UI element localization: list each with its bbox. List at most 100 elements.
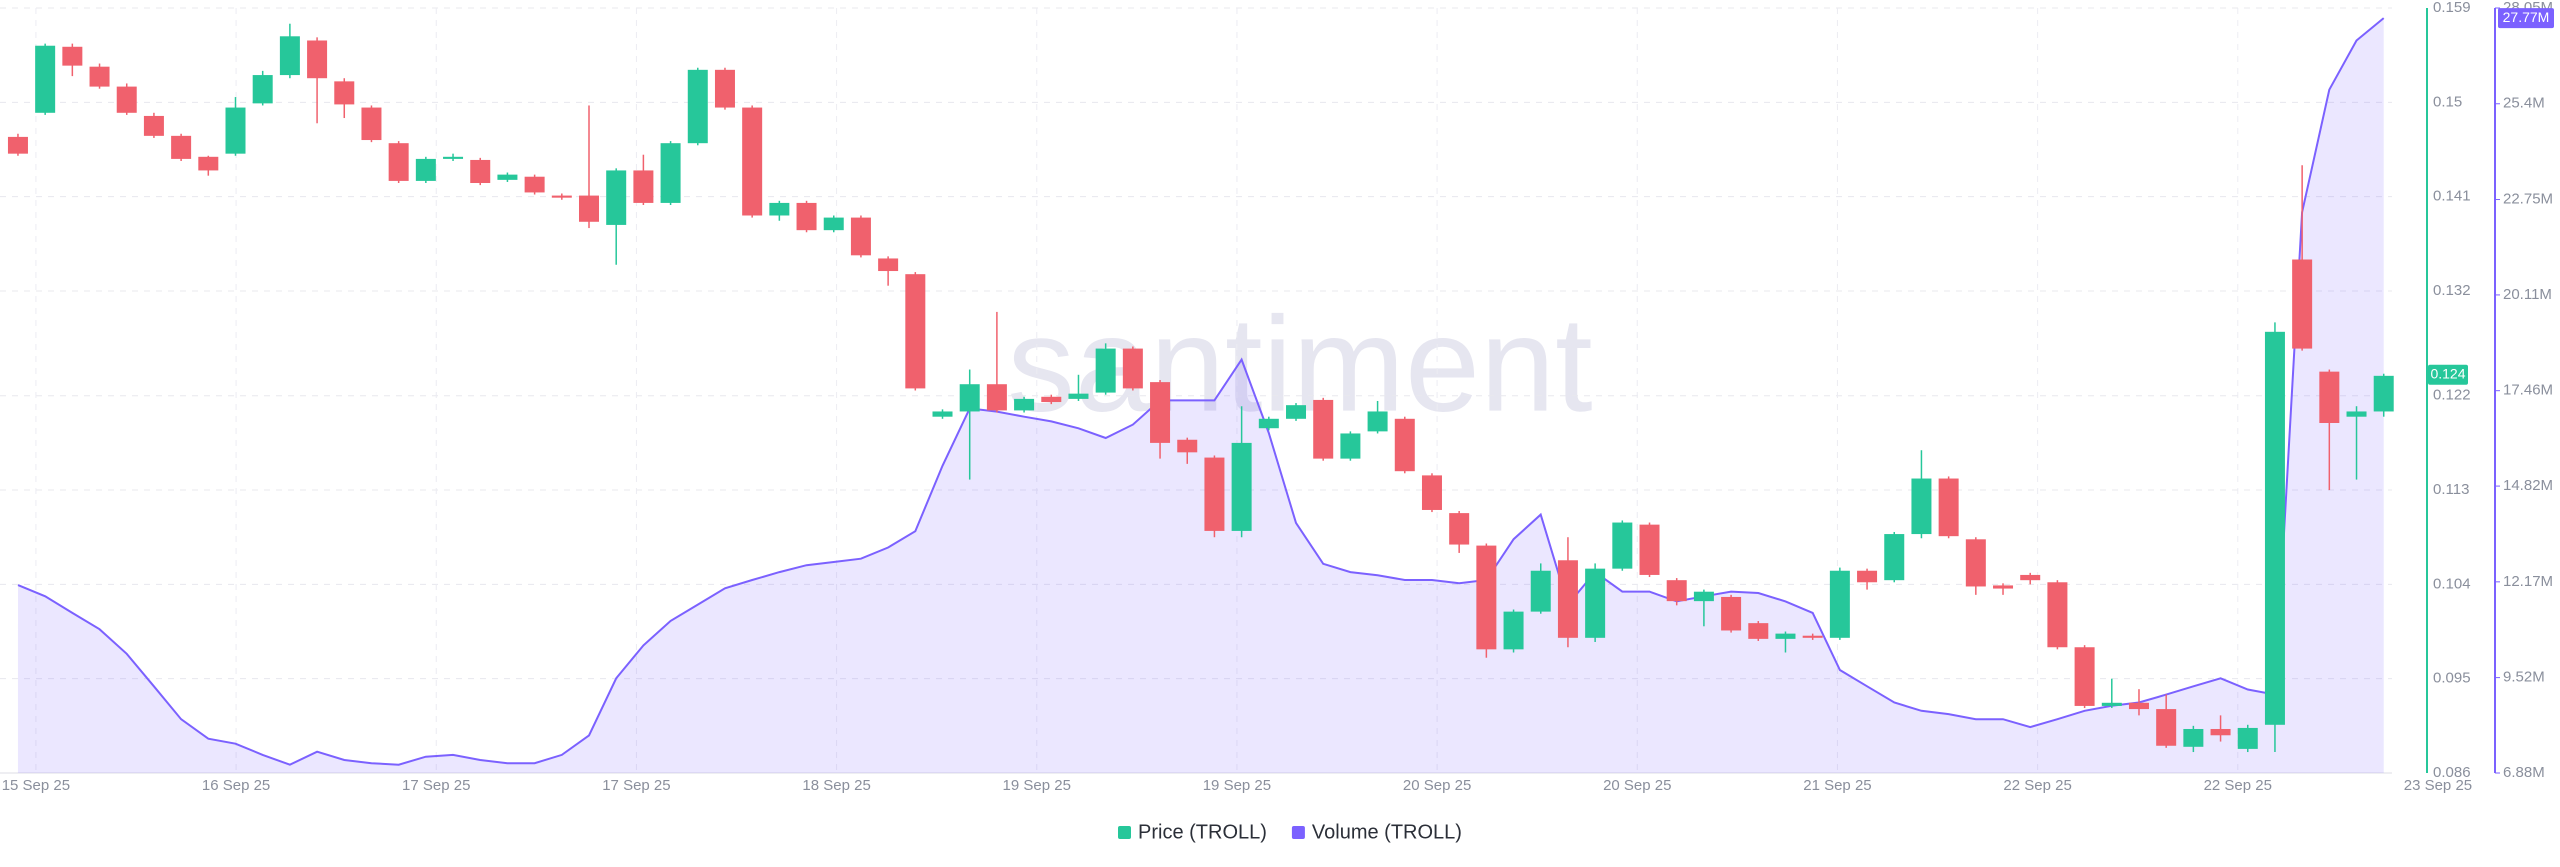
candle-body <box>742 107 763 216</box>
candle-body <box>1231 442 1252 531</box>
candle-body <box>89 66 110 87</box>
candle-body <box>932 411 953 417</box>
candle-body <box>470 159 491 184</box>
candle-body <box>2210 728 2231 736</box>
y2-tick-label: 6.88M <box>2503 764 2545 781</box>
candle-body <box>1585 568 1606 638</box>
candle-body <box>1829 570 1850 638</box>
candle-body <box>687 69 708 144</box>
y-tick-label: 0.132 <box>2433 282 2471 299</box>
candle-body <box>1721 596 1742 631</box>
y2-tick-label: 14.82M <box>2503 477 2553 494</box>
candle-body <box>2101 702 2122 706</box>
candle-body <box>878 258 899 272</box>
candle-body <box>1394 418 1415 472</box>
candle-body <box>143 115 164 136</box>
candle-body <box>443 156 464 159</box>
x-tick-label: 17 Sep 25 <box>602 777 670 794</box>
candle-body <box>2264 331 2285 725</box>
x-tick-label: 22 Sep 25 <box>2204 777 2272 794</box>
candle-body <box>959 384 980 412</box>
y-tick-label: 0.122 <box>2433 387 2471 404</box>
candle-body <box>905 274 926 389</box>
volume-area <box>17 18 2384 774</box>
volume-line <box>17 17 2385 766</box>
legend-swatch <box>1291 826 1305 839</box>
y2-tick-label: 17.46M <box>2503 382 2553 399</box>
x-tick-label: 18 Sep 25 <box>802 777 870 794</box>
candle-body <box>7 136 28 154</box>
candle-body <box>1802 635 1823 638</box>
candle-body <box>1884 534 1905 581</box>
candle-body <box>1557 560 1578 638</box>
candle-body <box>2128 702 2149 710</box>
x-tick-label: 20 Sep 25 <box>1603 777 1671 794</box>
y-tick-label: 0.141 <box>2433 188 2471 205</box>
x-tick-label: 22 Sep 25 <box>2003 777 2071 794</box>
candle-body <box>2237 727 2258 749</box>
candle-body <box>1911 478 1932 535</box>
candle-body <box>388 143 409 181</box>
candle-body <box>1177 439 1198 453</box>
candle-body <box>1095 348 1116 393</box>
candle-body <box>1367 411 1388 432</box>
candle-body <box>769 202 790 216</box>
candle-body <box>1857 570 1878 583</box>
x-tick-label: 20 Sep 25 <box>1403 777 1471 794</box>
candle-body <box>497 174 518 180</box>
candle-body <box>714 69 735 108</box>
candle-body <box>1122 348 1143 389</box>
candle-body <box>116 86 137 113</box>
candle-body <box>2020 574 2041 581</box>
y2-tick-label: 25.4M <box>2503 95 2545 112</box>
candle-body <box>307 40 328 79</box>
candle-body <box>1476 545 1497 650</box>
candle-body <box>1965 539 1986 587</box>
y2-tick-label: 20.11M <box>2503 286 2552 303</box>
candle-body <box>2047 582 2068 648</box>
x-tick-label: 21 Sep 25 <box>1803 777 1871 794</box>
candle-body <box>1340 433 1361 459</box>
candle-body <box>1639 524 1660 575</box>
candle-body <box>1041 396 1062 403</box>
y2-tick-label: 12.17M <box>2503 573 2553 590</box>
candle-body <box>1150 382 1171 443</box>
x-tick-label: 17 Sep 25 <box>402 777 470 794</box>
y-tick-label: 0.159 <box>2433 0 2471 16</box>
y-tick-label: 0.113 <box>2433 481 2469 498</box>
last-price-box <box>2428 364 2468 385</box>
legend-label: Volume (TROLL) <box>1312 821 1462 843</box>
x-tick-label: 16 Sep 25 <box>202 777 270 794</box>
candle-body <box>361 107 382 141</box>
candle-body <box>171 135 192 159</box>
candle-body <box>579 195 600 222</box>
candle-body <box>1286 405 1307 419</box>
candle-body <box>2074 647 2095 706</box>
candle-body <box>334 81 355 105</box>
legend-label: Price (TROLL) <box>1138 821 1267 843</box>
last-price-label: 0.124 <box>2430 365 2465 381</box>
candle-body <box>1666 580 1687 602</box>
candle-body <box>2373 375 2394 412</box>
candle-body <box>524 176 545 193</box>
candle-body <box>1258 418 1279 429</box>
candle-body <box>2156 709 2177 746</box>
candle-body <box>2346 411 2367 417</box>
y2-tick-label: 9.52M <box>2503 669 2545 686</box>
candle-body <box>1775 633 1796 639</box>
x-tick-label: 15 Sep 25 <box>2 777 70 794</box>
candle-body <box>1204 457 1225 531</box>
legend-swatch <box>1118 826 1131 839</box>
candle-body <box>1449 513 1470 545</box>
candle-body <box>1693 591 1714 602</box>
candle-body <box>198 156 219 171</box>
candle-body <box>1503 611 1524 650</box>
x-tick-label: 23 Sep 25 <box>2404 777 2472 794</box>
y-tick-label: 0.095 <box>2433 670 2471 687</box>
candle-body <box>1313 399 1334 459</box>
candle-body <box>660 143 681 203</box>
candle-body <box>1014 398 1035 411</box>
candle-body <box>1938 478 1959 537</box>
candle-body <box>62 46 83 66</box>
